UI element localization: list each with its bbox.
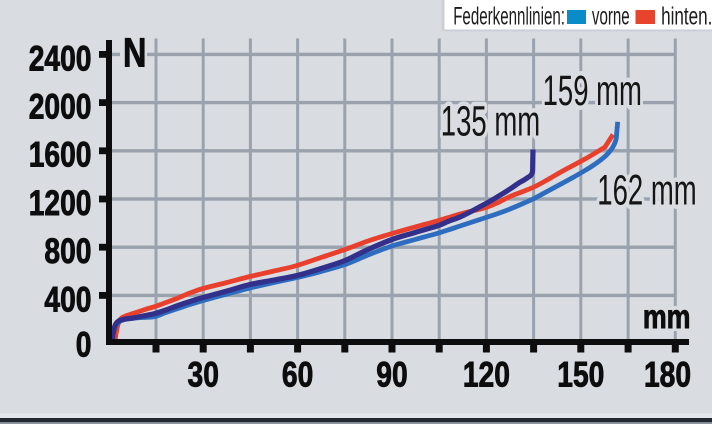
svg-text:N: N [123, 30, 146, 75]
svg-text:60: 60 [282, 355, 313, 395]
svg-text:1200: 1200 [29, 183, 92, 223]
svg-text:800: 800 [44, 231, 91, 271]
svg-text:159 mm: 159 mm [543, 66, 642, 115]
svg-text:159 mm: 159 mm [543, 66, 642, 115]
svg-text:180: 180 [644, 355, 691, 395]
svg-text:hinten.: hinten. [661, 2, 712, 30]
svg-text:vorne: vorne [592, 3, 630, 31]
svg-text:2400: 2400 [29, 38, 92, 78]
svg-text:162 mm: 162 mm [597, 165, 696, 214]
svg-text:400: 400 [44, 279, 91, 319]
svg-text:150: 150 [557, 355, 604, 395]
svg-text:30: 30 [187, 355, 218, 395]
svg-text:162 mm: 162 mm [597, 165, 696, 214]
svg-text:1600: 1600 [29, 135, 92, 175]
svg-text:90: 90 [376, 355, 407, 395]
svg-text:0: 0 [76, 324, 92, 364]
svg-text:120: 120 [463, 355, 510, 395]
svg-text:2000: 2000 [29, 86, 92, 126]
svg-text:mm: mm [643, 299, 691, 335]
svg-text:135 mm: 135 mm [441, 96, 540, 145]
svg-text:135 mm: 135 mm [441, 96, 540, 145]
svg-text:Federkennlinien:: Federkennlinien: [453, 3, 565, 31]
